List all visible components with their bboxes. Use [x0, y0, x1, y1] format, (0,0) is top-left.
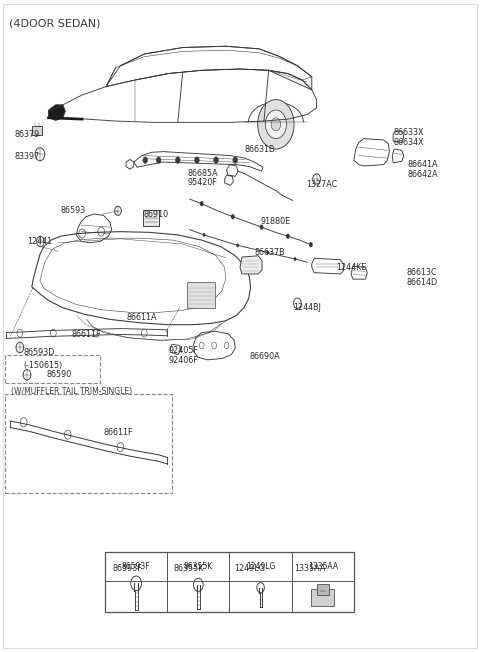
Circle shape [309, 242, 313, 247]
Circle shape [231, 214, 235, 219]
Text: 86613C: 86613C [407, 268, 437, 277]
Text: 1249LG: 1249LG [234, 564, 265, 573]
Text: 1327AC: 1327AC [306, 180, 337, 188]
Text: 1335AA: 1335AA [308, 562, 338, 571]
Circle shape [260, 224, 264, 230]
Circle shape [236, 243, 239, 247]
Circle shape [266, 250, 269, 254]
Text: 1335AA: 1335AA [294, 564, 325, 573]
Text: 92405F: 92405F [168, 346, 198, 355]
Text: 86690A: 86690A [250, 352, 280, 361]
Bar [144, 210, 158, 226]
Text: 86633X: 86633X [393, 128, 424, 138]
Circle shape [194, 157, 199, 164]
Text: 1249LG: 1249LG [246, 562, 275, 571]
Text: (4DOOR SEDAN): (4DOOR SEDAN) [9, 19, 101, 29]
Text: 91880E: 91880E [261, 217, 291, 226]
Circle shape [214, 157, 218, 164]
Bar [105, 552, 354, 612]
Bar [312, 589, 334, 606]
Text: 1244KE: 1244KE [336, 263, 366, 272]
Text: 86611A: 86611A [126, 313, 156, 322]
Text: 86611F: 86611F [72, 330, 101, 339]
Circle shape [203, 233, 205, 237]
Text: 12441: 12441 [27, 237, 52, 246]
Text: 86611F: 86611F [104, 428, 133, 437]
Text: 95420F: 95420F [187, 179, 217, 187]
Text: 86631B: 86631B [245, 145, 276, 153]
Circle shape [286, 233, 290, 239]
Text: 86355K: 86355K [173, 564, 204, 573]
Text: 86593F: 86593F [122, 562, 150, 571]
Text: 1244BJ: 1244BJ [294, 303, 322, 312]
Circle shape [175, 157, 180, 164]
Text: 86593D: 86593D [24, 348, 55, 357]
Text: 92406F: 92406F [168, 356, 198, 365]
Text: 86637B: 86637B [254, 248, 285, 257]
Circle shape [271, 118, 281, 131]
Text: 86634X: 86634X [393, 138, 424, 147]
Text: 86641A: 86641A [408, 160, 438, 169]
Text: 86379: 86379 [14, 130, 39, 139]
Polygon shape [48, 105, 65, 121]
Circle shape [143, 157, 148, 164]
Circle shape [258, 100, 294, 149]
Circle shape [265, 110, 287, 139]
Text: 83397: 83397 [14, 153, 39, 161]
Bar [317, 584, 328, 595]
Text: 86590: 86590 [46, 370, 72, 379]
Polygon shape [240, 256, 262, 274]
Text: 86593F: 86593F [113, 564, 143, 573]
Bar [187, 282, 215, 308]
Circle shape [156, 157, 161, 164]
Text: 86614D: 86614D [407, 278, 438, 287]
Text: 86685A: 86685A [187, 169, 218, 177]
Bar [32, 126, 42, 136]
Text: 86355K: 86355K [184, 562, 213, 571]
Text: 86910: 86910 [144, 209, 168, 218]
Text: 86593: 86593 [60, 206, 86, 215]
Circle shape [294, 257, 297, 261]
Text: (W/MUFFLER TAIL TRIM-SINGLE): (W/MUFFLER TAIL TRIM-SINGLE) [11, 387, 132, 396]
Text: 86642A: 86642A [408, 170, 438, 179]
Circle shape [200, 201, 204, 206]
Circle shape [233, 157, 238, 164]
Text: (-150615): (-150615) [24, 361, 63, 370]
